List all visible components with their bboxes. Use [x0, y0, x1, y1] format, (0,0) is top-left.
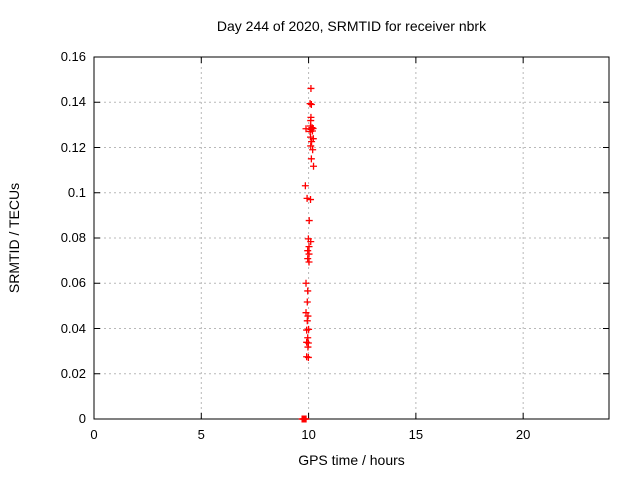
- y-tick-label: 0.12: [60, 139, 86, 155]
- data-point-marker: [304, 247, 312, 255]
- data-point-marker: [303, 338, 311, 346]
- data-point-marker: [305, 325, 313, 333]
- data-point-marker: [309, 146, 317, 154]
- data-point-marker: [307, 155, 315, 163]
- data-point-marker: [305, 258, 313, 266]
- data-point-marker: [303, 353, 311, 361]
- y-tick-label: 0.06: [60, 275, 86, 291]
- data-point-marker: [304, 255, 312, 263]
- data-point-marker: [303, 194, 311, 202]
- data-point-marker: [308, 138, 316, 146]
- x-tick-label: 10: [301, 427, 316, 442]
- data-point-marker: [308, 127, 316, 135]
- y-tick-label: 0.04: [60, 320, 86, 336]
- data-point-marker: [305, 250, 313, 258]
- data-point-marker: [304, 343, 312, 351]
- y-tick-label: 0.02: [60, 365, 86, 381]
- x-tick-label: 20: [515, 427, 531, 442]
- chart-title: Day 244 of 2020, SRMTID for receiver nbr…: [216, 18, 487, 34]
- y-tick-label: 0.1: [67, 184, 86, 200]
- plot-border: [93, 56, 610, 420]
- data-point-marker: [303, 298, 311, 306]
- data-point-marker: [307, 101, 315, 109]
- data-point-marker: [307, 196, 315, 204]
- data-point-marker: [305, 217, 313, 225]
- data-point-marker: [310, 162, 318, 170]
- data-point-marker: [301, 182, 309, 190]
- y-tick-label: 0.14: [60, 94, 86, 110]
- y-tick-label: 0.08: [60, 230, 86, 245]
- x-tick-label: 5: [197, 427, 205, 442]
- data-point-marker: [302, 125, 310, 133]
- y-tick-label: 0: [78, 411, 86, 426]
- data-point-marker: [302, 415, 310, 423]
- data-point-marker: [307, 142, 315, 150]
- x-axis-label: GPS time / hours: [298, 452, 405, 468]
- data-point-marker: [304, 287, 312, 295]
- data-point-marker: [307, 84, 315, 92]
- data-point-marker: [307, 238, 315, 246]
- data-point-marker: [304, 353, 312, 361]
- x-tick-label: 0: [90, 427, 98, 442]
- data-point-marker: [305, 243, 313, 251]
- data-point-marker: [302, 279, 310, 287]
- x-tick-label: 15: [408, 427, 424, 442]
- data-point-marker: [303, 317, 311, 325]
- data-point-marker: [306, 100, 314, 108]
- y-tick-label: 0.16: [60, 49, 86, 64]
